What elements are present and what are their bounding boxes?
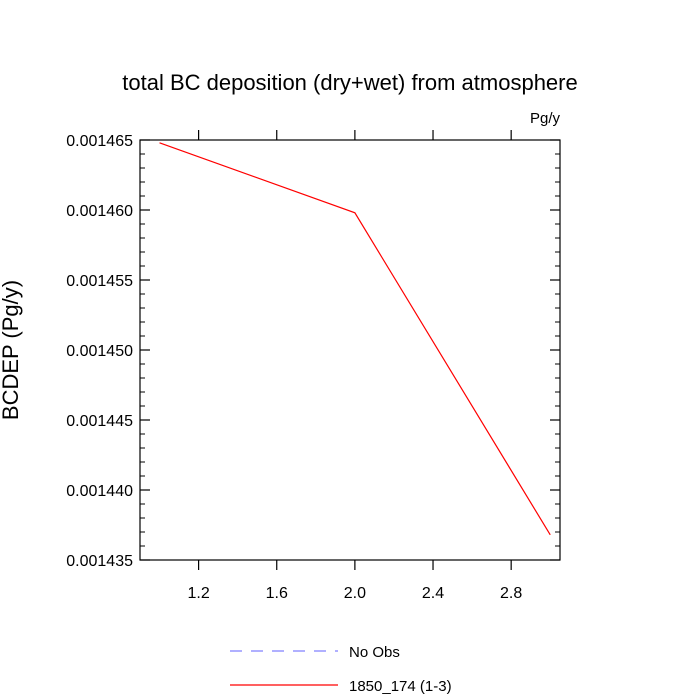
x-tick-label: 1.6 (266, 585, 288, 602)
legend-label: No Obs (349, 644, 400, 661)
series-line (159, 142, 551, 536)
y-axis-label: BCDEP (Pg/y) (0, 280, 23, 420)
y-tick-label: 0.001460 (66, 203, 133, 220)
y-minor-ticks (140, 153, 560, 547)
y-tick-label: 0.001435 (66, 553, 133, 570)
x-axis-ticks: 1.2 1.6 2.0 2.4 2.8 (187, 130, 522, 602)
plot-frame (139, 139, 561, 561)
x-tick-label: 1.2 (187, 585, 209, 602)
x-tick-label: 2.0 (344, 585, 366, 602)
y-tick-label: 0.001440 (66, 483, 133, 500)
y-tick-label: 0.001445 (66, 413, 133, 430)
y-axis-ticks: 0.001435 0.001440 0.001445 0.001450 0.001455… (66, 133, 560, 570)
units-label: Pg/y (530, 110, 561, 127)
x-tick-label: 2.4 (422, 585, 444, 602)
y-tick-label: 0.001450 (66, 343, 133, 360)
y-tick-label: 0.001465 (66, 133, 133, 150)
legend: No Obs 1850_174 (1-3) (230, 644, 452, 695)
y-tick-label: 0.001455 (66, 273, 133, 290)
legend-label: 1850_174 (1-3) (349, 678, 452, 695)
chart-title: total BC deposition (dry+wet) from atmos… (122, 70, 577, 95)
series-lines (159, 142, 551, 536)
x-tick-label: 2.8 (500, 585, 522, 602)
